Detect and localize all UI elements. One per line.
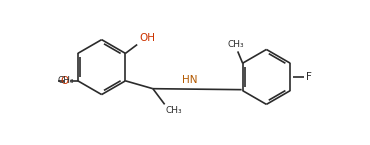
Text: O: O	[61, 76, 69, 86]
Text: CH₃: CH₃	[57, 76, 74, 85]
Text: F: F	[306, 72, 312, 82]
Text: HN: HN	[182, 75, 198, 85]
Text: CH₃: CH₃	[166, 106, 182, 115]
Text: OH: OH	[139, 33, 155, 43]
Text: CH₃: CH₃	[228, 40, 244, 49]
